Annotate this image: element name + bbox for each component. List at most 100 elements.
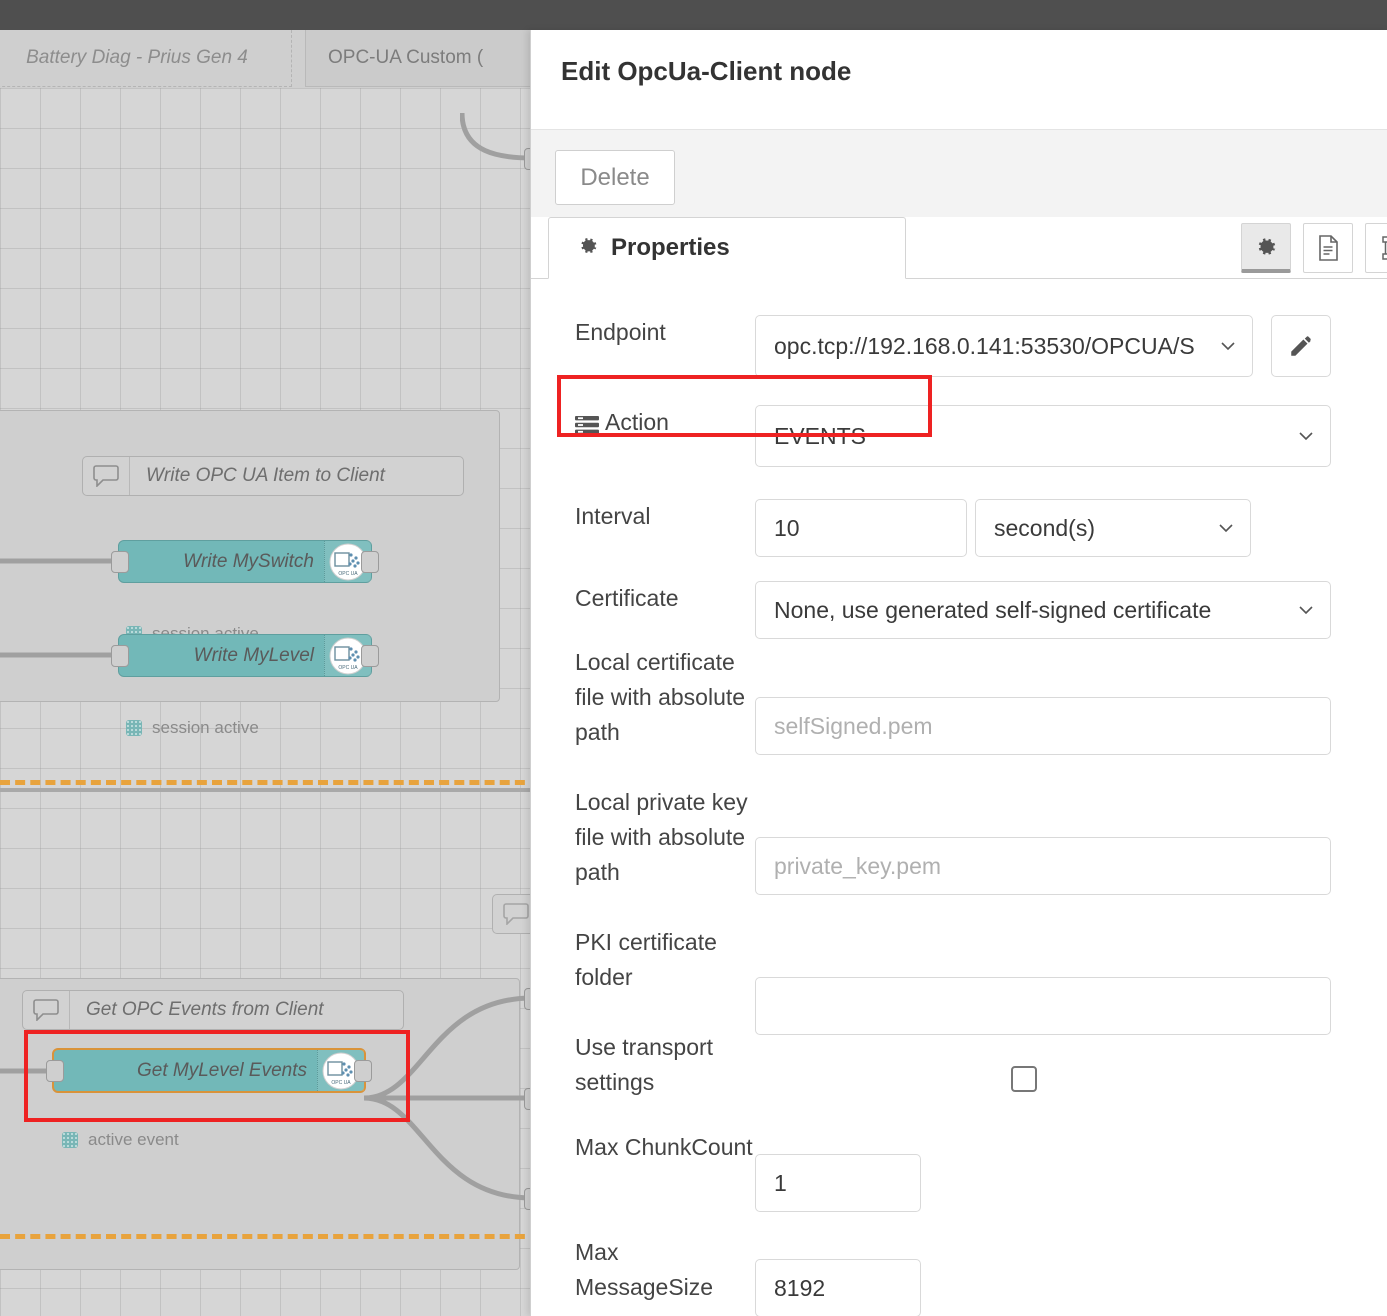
appearance-icon[interactable] <box>1365 223 1387 273</box>
form-row-local-private-key: Local private key file with absolute pat… <box>531 785 1387 895</box>
flow-tab-bar: Battery Diag - Prius Gen 4 OPC-UA Custom… <box>0 30 540 89</box>
dialog-button-bar: Delete Cancel Done <box>531 129 1387 218</box>
flow-divider-dashed <box>0 780 540 785</box>
highlight-box-selected-node <box>24 1030 410 1122</box>
flow-tab-label: OPC-UA Custom ( <box>328 47 484 68</box>
certificate-select[interactable]: None, use generated self-signed certific… <box>755 581 1331 639</box>
max-chunkcount-label: Max ChunkCount <box>575 1134 753 1160</box>
use-transport-settings-label: Use transport settings <box>575 1034 714 1095</box>
pki-folder-label: PKI certificate folder <box>575 929 717 990</box>
flow-divider-dashed <box>0 1234 540 1239</box>
interval-value: 10 <box>774 514 800 541</box>
gear-icon[interactable] <box>1241 223 1291 273</box>
endpoint-value: opc.tcp://192.168.0.141:53530/OPCUA/S <box>774 332 1195 359</box>
flow-node-label: Write MyLevel <box>193 644 314 666</box>
flow-node-label: Get MyLevel Events <box>136 1059 307 1081</box>
node-status-write-mylevel: session active <box>126 718 259 738</box>
node-port-input[interactable] <box>111 551 129 573</box>
window-title-bar <box>0 0 1387 30</box>
form-row-certificate: Certificate None, use generated self-sig… <box>531 581 1387 651</box>
comment-node-label: Get OPC Events from Client <box>86 999 324 1020</box>
action-select[interactable]: EVENTS <box>755 405 1331 467</box>
node-port-output[interactable] <box>361 645 379 667</box>
form-row-interval: Interval 10 second(s) <box>531 499 1387 569</box>
local-private-key-input[interactable]: private_key.pem <box>755 837 1331 895</box>
comment-bubble-icon <box>23 991 70 1029</box>
comment-bubble-icon <box>83 457 130 495</box>
flow-tab-battery-diag[interactable]: Battery Diag - Prius Gen 4 <box>0 30 292 87</box>
dialog-tab-strip: Properties <box>531 217 1387 279</box>
delete-button[interactable]: Delete <box>555 150 675 205</box>
svg-text:OPC UA: OPC UA <box>331 1080 351 1086</box>
node-status-label: session active <box>152 718 259 737</box>
dialog-title: Edit OpcUa-Client node <box>561 56 852 86</box>
comment-node-write-opc-ua[interactable]: Write OPC UA Item to Client <box>82 456 464 496</box>
description-document-icon[interactable] <box>1303 223 1353 273</box>
interval-unit-value: second(s) <box>994 514 1095 541</box>
flow-tab-label: Battery Diag - Prius Gen 4 <box>26 47 248 68</box>
opc-ua-icon: OPC UA <box>324 635 371 676</box>
interval-unit-select[interactable]: second(s) <box>975 499 1251 557</box>
form-row-local-certificate: Local certificate file with absolute pat… <box>531 645 1387 755</box>
form-row-endpoint: Endpoint opc.tcp://192.168.0.141:53530/O… <box>531 315 1387 385</box>
tab-properties-label: Properties <box>611 234 730 261</box>
node-port-input[interactable] <box>46 1060 64 1082</box>
flow-node-write-myswitch[interactable]: Write MySwitch OPC UA <box>111 540 379 583</box>
max-chunkcount-input[interactable]: 1 <box>755 1154 921 1212</box>
flow-node-get-mylevel-events[interactable]: Get MyLevel Events OPC UA <box>46 1048 372 1093</box>
action-value: EVENTS <box>774 422 867 449</box>
flow-wire <box>460 113 533 161</box>
gear-icon <box>577 235 599 262</box>
pencil-icon <box>1291 336 1311 356</box>
dialog-form: Endpoint opc.tcp://192.168.0.141:53530/O… <box>531 285 1387 1316</box>
opc-ua-icon: OPC UA <box>317 1050 364 1091</box>
svg-text:OPC UA: OPC UA <box>338 571 358 577</box>
node-status-label: active event <box>88 1130 179 1149</box>
flow-tab-opc-ua-custom[interactable]: OPC-UA Custom ( <box>305 30 540 87</box>
flow-node-write-mylevel[interactable]: Write MyLevel OPC UA <box>111 634 379 677</box>
chevron-down-icon <box>1221 342 1235 351</box>
svg-text:OPC UA: OPC UA <box>338 665 358 671</box>
tab-properties[interactable]: Properties <box>548 217 906 279</box>
chevron-down-icon <box>1299 606 1313 615</box>
node-port-input[interactable] <box>111 645 129 667</box>
flow-wire <box>0 652 120 658</box>
chevron-down-icon <box>1299 432 1313 441</box>
form-row-use-transport-settings: Use transport settings <box>531 1030 1387 1116</box>
flow-wire <box>0 558 120 564</box>
local-certificate-input[interactable]: selfSigned.pem <box>755 697 1331 755</box>
use-transport-settings-checkbox[interactable] <box>1011 1066 1037 1092</box>
endpoint-select[interactable]: opc.tcp://192.168.0.141:53530/OPCUA/S <box>755 315 1253 377</box>
node-port-output[interactable] <box>361 551 379 573</box>
interval-input[interactable]: 10 <box>755 499 967 557</box>
form-row-action: Action EVENTS <box>531 405 1387 475</box>
endpoint-edit-button[interactable] <box>1271 315 1331 377</box>
pki-folder-input[interactable] <box>755 977 1331 1035</box>
form-row-max-messagesize: Max MessageSize 8192 <box>531 1235 1387 1316</box>
node-port-output[interactable] <box>354 1060 372 1082</box>
local-certificate-label: Local certificate file with absolute pat… <box>575 649 746 745</box>
status-dot-icon <box>62 1132 78 1148</box>
flow-canvas[interactable]: Write OPC UA Item to Client Write MySwit… <box>0 88 540 1316</box>
flow-node-label: Write MySwitch <box>183 550 314 572</box>
chevron-down-icon <box>1219 524 1233 533</box>
max-messagesize-value: 8192 <box>774 1274 826 1301</box>
form-row-max-chunkcount: Max ChunkCount 1 <box>531 1130 1387 1225</box>
max-messagesize-input[interactable]: 8192 <box>755 1259 921 1316</box>
max-messagesize-label: Max MessageSize <box>575 1239 714 1300</box>
certificate-label: Certificate <box>575 585 679 611</box>
comment-node-get-opc-events[interactable]: Get OPC Events from Client <box>22 990 404 1030</box>
status-dot-icon <box>126 720 142 736</box>
flow-wire-fanout <box>363 995 533 1201</box>
local-certificate-placeholder: selfSigned.pem <box>774 712 933 739</box>
action-label: Action <box>605 409 669 435</box>
form-row-pki-folder: PKI certificate folder <box>531 925 1387 1035</box>
node-status-get-mylevel-events: active event <box>62 1130 179 1150</box>
endpoint-label: Endpoint <box>575 319 666 345</box>
flow-editor: Battery Diag - Prius Gen 4 OPC-UA Custom… <box>0 30 540 1316</box>
local-private-key-label: Local private key file with absolute pat… <box>575 789 748 885</box>
local-private-key-placeholder: private_key.pem <box>774 852 942 879</box>
comment-node-label: Write OPC UA Item to Client <box>146 465 385 486</box>
server-list-icon <box>575 415 599 435</box>
max-chunkcount-value: 1 <box>774 1169 787 1196</box>
